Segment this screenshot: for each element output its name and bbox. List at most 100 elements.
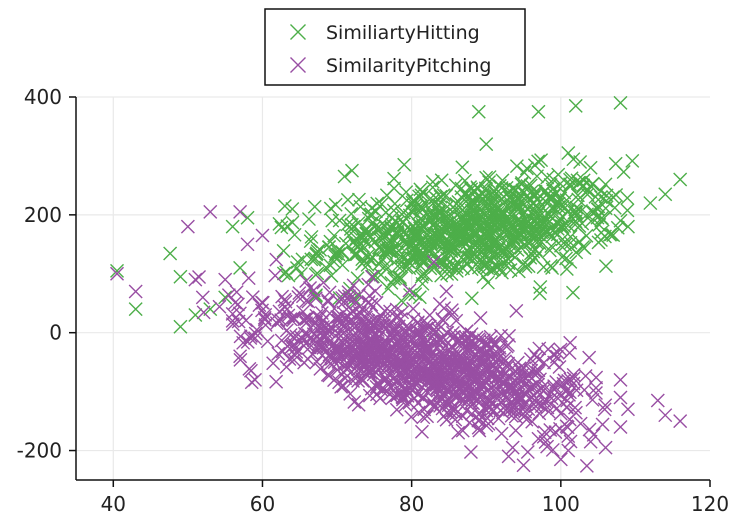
data-point: [180, 219, 195, 234]
data-point: [255, 228, 270, 243]
data-point: [257, 310, 272, 325]
data-point: [280, 302, 295, 317]
data-point: [553, 452, 568, 467]
data-point: [427, 217, 442, 232]
data-point: [240, 334, 255, 349]
data-point: [613, 419, 628, 434]
data-point: [402, 238, 417, 253]
data-point: [458, 359, 473, 374]
data-point: [503, 190, 518, 205]
data-point: [203, 204, 218, 219]
data-point: [324, 319, 339, 334]
data-point: [390, 388, 405, 403]
data-point: [300, 311, 315, 326]
data-point: [503, 207, 518, 222]
data-point: [283, 327, 298, 342]
data-point: [310, 244, 325, 259]
data-point: [545, 229, 560, 244]
x-tick-label: 60: [250, 492, 275, 516]
data-point: [541, 404, 556, 419]
data-point: [489, 259, 504, 274]
data-point: [225, 219, 240, 234]
data-point: [531, 246, 546, 261]
data-point: [588, 386, 603, 401]
data-point: [511, 197, 526, 212]
data-point: [355, 373, 370, 388]
data-point: [527, 158, 542, 173]
data-point: [415, 267, 430, 282]
data-point: [461, 391, 476, 406]
data-point: [484, 192, 499, 207]
data-point: [546, 172, 561, 187]
data-point: [467, 251, 482, 266]
data-point: [673, 172, 688, 187]
data-point: [406, 301, 421, 316]
data-point: [561, 218, 576, 233]
data-point: [300, 352, 315, 367]
data-point: [579, 458, 594, 473]
data-point: [414, 246, 429, 261]
data-point: [457, 340, 472, 354]
data-point: [493, 394, 508, 409]
data-point: [404, 410, 419, 425]
data-point: [351, 397, 366, 412]
data-point: [528, 364, 543, 379]
data-point: [434, 226, 449, 241]
data-point: [289, 261, 304, 276]
data-point: [287, 227, 302, 242]
data-point: [313, 340, 328, 355]
data-point: [471, 104, 486, 119]
data-point: [351, 373, 366, 388]
data-point: [356, 232, 371, 247]
data-point: [405, 345, 420, 360]
data-point: [501, 449, 516, 464]
data-point: [414, 251, 429, 266]
data-point: [434, 173, 449, 188]
data-point: [464, 327, 479, 342]
data-point: [233, 260, 248, 275]
data-point: [346, 278, 361, 293]
data-point: [502, 328, 517, 343]
data-point: [283, 312, 298, 327]
data-point: [487, 358, 502, 373]
data-point: [472, 423, 487, 438]
data-point: [323, 258, 338, 273]
data-point: [110, 266, 125, 281]
data-point: [258, 307, 273, 322]
data-point: [525, 228, 540, 243]
data-point: [582, 422, 597, 437]
data-point: [519, 161, 534, 176]
data-point: [449, 259, 464, 274]
data-point: [517, 165, 532, 180]
data-point: [597, 402, 612, 417]
data-point: [511, 388, 526, 403]
data-point: [448, 412, 463, 427]
data-point: [285, 201, 300, 216]
data-point: [416, 410, 431, 425]
data-point: [332, 375, 347, 390]
data-point: [563, 434, 578, 449]
data-point: [509, 159, 524, 174]
data-point: [242, 361, 257, 376]
data-point: [260, 334, 275, 349]
data-point: [314, 306, 329, 321]
legend-label: SimilarityPitching: [326, 55, 491, 77]
data-point: [399, 226, 414, 241]
data-point: [319, 339, 334, 354]
data-point: [613, 95, 628, 110]
data-point: [392, 271, 407, 286]
data-point: [585, 392, 600, 407]
data-point: [479, 170, 494, 185]
data-point: [378, 339, 393, 354]
data-point: [495, 173, 510, 188]
data-point: [443, 242, 458, 257]
data-point: [549, 198, 564, 213]
x-tick-label: 100: [542, 492, 580, 516]
data-point: [420, 409, 435, 424]
data-point: [496, 377, 511, 392]
data-point: [195, 290, 210, 305]
data-point: [550, 194, 565, 209]
data-point: [301, 328, 316, 343]
